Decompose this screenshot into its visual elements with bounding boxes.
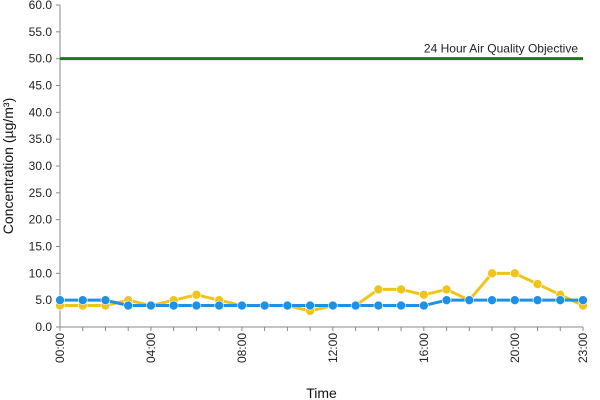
y-tick-label: 10.0 xyxy=(29,266,53,280)
data-point xyxy=(146,300,156,311)
data-point xyxy=(100,295,111,305)
y-tick-label: 45.0 xyxy=(29,79,53,93)
data-point xyxy=(168,300,179,311)
data-point xyxy=(419,300,429,311)
data-point xyxy=(487,268,497,279)
x-tick-label: 12:00 xyxy=(326,333,340,363)
y-tick-label: 50.0 xyxy=(29,52,53,66)
air-quality-objective-label: 24 Hour Air Quality Objective xyxy=(424,42,578,56)
data-point xyxy=(373,284,384,295)
data-point xyxy=(509,295,520,305)
x-axis-title: Time xyxy=(306,385,337,400)
y-tick-label: 30.0 xyxy=(29,159,53,173)
data-point xyxy=(396,284,406,295)
y-axis-ticks: 0.0 5.0 10.0 15.0 20.0 25.0 30.0 35.0 40.0 45.0 50… xyxy=(29,0,60,334)
data-point xyxy=(123,300,134,311)
data-point xyxy=(191,300,202,311)
data-point xyxy=(373,300,384,311)
x-tick-label: 00:00 xyxy=(53,333,67,363)
data-point xyxy=(532,295,543,305)
data-point xyxy=(532,279,543,289)
y-axis-title: Concentration (µg/m³) xyxy=(0,98,16,234)
y-tick-label: 60.0 xyxy=(29,0,53,12)
y-tick-label: 35.0 xyxy=(29,132,53,146)
data-point xyxy=(214,300,224,311)
data-point xyxy=(464,295,475,305)
data-point xyxy=(259,300,270,311)
data-point xyxy=(509,268,520,279)
data-point xyxy=(441,284,452,295)
data-point xyxy=(55,295,65,305)
y-tick-label: 0.0 xyxy=(35,320,52,334)
data-point xyxy=(328,300,338,311)
data-point xyxy=(305,300,315,311)
data-point xyxy=(419,289,429,300)
x-tick-label: 08:00 xyxy=(235,333,249,363)
x-tick-label: 16:00 xyxy=(417,333,431,363)
data-point xyxy=(77,295,88,305)
data-point xyxy=(282,300,293,311)
y-tick-label: 5.0 xyxy=(35,293,52,307)
data-point xyxy=(396,300,406,311)
data-point xyxy=(555,295,566,305)
y-tick-label: 40.0 xyxy=(29,105,53,119)
x-tick-label: 23:00 xyxy=(576,333,590,363)
y-tick-label: 25.0 xyxy=(29,186,53,200)
series-0 xyxy=(55,268,588,316)
series-layer xyxy=(55,268,588,316)
data-point xyxy=(237,300,247,311)
data-point xyxy=(487,295,497,305)
y-tick-label: 55.0 xyxy=(29,25,53,39)
data-point xyxy=(350,300,361,311)
x-tick-label: 20:00 xyxy=(508,333,522,363)
y-tick-label: 20.0 xyxy=(29,213,53,227)
data-point xyxy=(578,295,588,305)
data-point xyxy=(191,289,202,300)
series-1 xyxy=(55,295,588,311)
x-axis-ticks: 00:00 04:00 08:00 12:00 16:00 20:00 23:00 xyxy=(53,327,590,363)
x-tick-label: 04:00 xyxy=(144,333,158,363)
data-point xyxy=(441,295,452,305)
y-tick-label: 15.0 xyxy=(29,240,53,254)
